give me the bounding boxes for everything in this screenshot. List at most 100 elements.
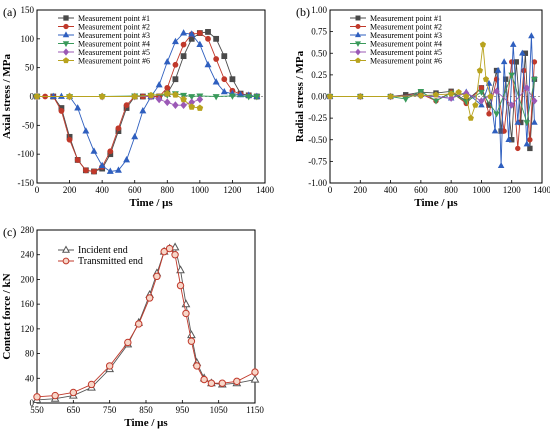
x-tick-label: 950 <box>176 405 190 415</box>
data-point <box>165 244 174 253</box>
legend-marker <box>63 15 69 21</box>
data-point <box>171 251 179 259</box>
data-point <box>485 79 493 86</box>
data-point <box>472 101 479 108</box>
data-point <box>220 87 228 95</box>
y-tick-label: 0.00 <box>311 92 327 102</box>
legend-label: Measurement point #2 <box>78 23 150 32</box>
data-point <box>476 67 484 74</box>
data-point <box>521 67 527 74</box>
legend-label: Measurement point #4 <box>370 40 442 49</box>
data-point <box>176 265 185 274</box>
legend-label: Measurement point #1 <box>370 14 442 23</box>
data-point <box>176 281 185 290</box>
data-point <box>90 147 98 154</box>
data-point <box>164 84 171 91</box>
data-point <box>531 76 538 83</box>
x-tick-label: 600 <box>414 185 428 195</box>
data-point <box>402 96 409 103</box>
x-tick-label: 200 <box>354 185 368 195</box>
legend-marker <box>62 257 70 265</box>
y-tick-label: 0.25 <box>311 70 327 80</box>
x-tick-label: 1050 <box>210 405 229 415</box>
data-point <box>455 88 462 95</box>
x-axis-label: Time / μs <box>124 417 168 429</box>
data-point <box>91 168 97 175</box>
series-1 <box>327 50 538 152</box>
data-point <box>508 72 515 79</box>
legend-marker <box>63 23 69 30</box>
data-point <box>87 380 96 389</box>
data-point <box>478 97 485 105</box>
data-point <box>478 89 485 96</box>
data-point <box>139 106 147 114</box>
x-tick-label: 550 <box>30 405 44 415</box>
legend-label: Measurement point #3 <box>78 31 150 40</box>
legend-label: Measurement point #1 <box>78 14 150 23</box>
data-point <box>493 111 500 118</box>
x-tick-label: 1150 <box>246 405 264 415</box>
y-axis-label: Axial stress / MPa <box>1 53 13 139</box>
data-point <box>49 92 57 99</box>
legend-label: Measurement point #3 <box>370 31 442 40</box>
data-point <box>107 148 114 155</box>
y-tick-label: 150 <box>21 5 35 15</box>
data-point <box>478 85 485 91</box>
data-point <box>523 120 531 127</box>
data-point <box>497 162 505 168</box>
x-tick-label: 800 <box>444 185 458 195</box>
legend-marker <box>355 57 361 63</box>
data-point <box>187 337 196 345</box>
legend-label: Measurement point #4 <box>78 40 150 49</box>
panel-a: 0 200 400 600 800 1000 1200 1400 -150 -100 -50 0 50 1… <box>1 5 275 209</box>
series-2 <box>33 244 259 401</box>
data-point <box>207 379 216 387</box>
data-point <box>180 95 187 103</box>
data-point <box>494 66 502 73</box>
data-point <box>491 127 499 134</box>
x-axis-label: Time / μs <box>129 197 173 209</box>
data-point <box>182 309 190 318</box>
data-point <box>205 35 211 42</box>
data-point <box>387 93 394 100</box>
data-point <box>193 362 201 370</box>
y-tick-label: 200 <box>21 274 35 284</box>
y-tick-label: -0.75 <box>308 156 327 166</box>
panel-label: (b) <box>296 5 310 19</box>
data-point <box>245 94 253 101</box>
data-point <box>58 108 65 114</box>
data-point <box>131 93 139 100</box>
data-point <box>105 362 114 370</box>
series-line <box>330 44 491 120</box>
legend-marker <box>62 48 70 56</box>
data-point <box>98 161 106 169</box>
data-point <box>147 91 155 99</box>
data-point <box>493 87 500 95</box>
data-point <box>200 375 208 384</box>
data-point <box>188 35 195 42</box>
x-tick-label: 1400 <box>256 185 275 195</box>
data-point <box>204 60 212 68</box>
data-point <box>145 294 154 302</box>
y-tick-label: 160 <box>21 299 35 309</box>
data-point <box>213 56 220 62</box>
data-point <box>505 136 512 143</box>
series-line <box>36 247 256 398</box>
series-line <box>37 93 200 109</box>
data-point <box>253 94 261 101</box>
data-point <box>463 93 470 100</box>
data-point <box>153 272 161 281</box>
data-point <box>448 90 455 97</box>
data-point <box>527 145 533 152</box>
y-axis-label: Contact force / kN <box>1 273 13 359</box>
data-point <box>233 377 241 386</box>
data-point <box>432 98 440 105</box>
data-point <box>487 93 494 100</box>
data-point <box>188 94 196 101</box>
panel-c: 550 650 750 850 950 1050 1150 0 40 80 120 160 200 240… <box>1 225 264 429</box>
x-tick-label: 400 <box>384 185 398 195</box>
y-axis-label: Radial stress / MPa <box>294 50 306 142</box>
x-tick-label: 750 <box>103 405 117 415</box>
data-point <box>486 111 492 117</box>
data-point <box>509 59 515 65</box>
